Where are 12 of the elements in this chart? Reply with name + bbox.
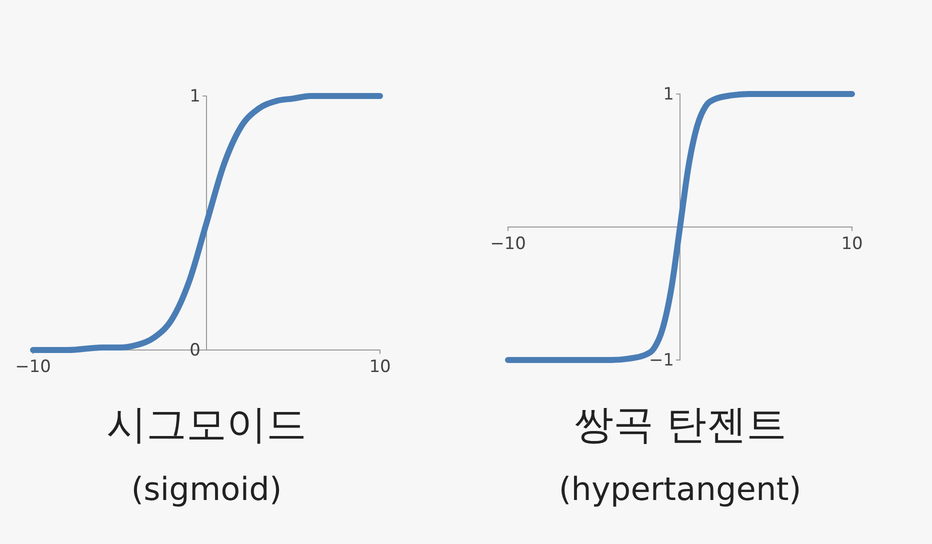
text: 쌍곡 탄젠트	[574, 402, 786, 448]
x-tick-label: −10	[15, 357, 51, 378]
x-tick-label: −10	[490, 234, 526, 254]
y-tick-label: 1	[663, 84, 674, 104]
x-tick-label: 10	[841, 234, 863, 254]
y-tick-label: −1	[648, 350, 674, 370]
x-tick-label: 10	[369, 357, 391, 378]
text: (sigmoid)	[131, 470, 282, 508]
y-tick-label: 1	[190, 86, 200, 106]
text: (hypertangent)	[558, 470, 802, 508]
text: 시그모이드	[106, 402, 306, 448]
y-tick-label: 0	[190, 340, 200, 360]
